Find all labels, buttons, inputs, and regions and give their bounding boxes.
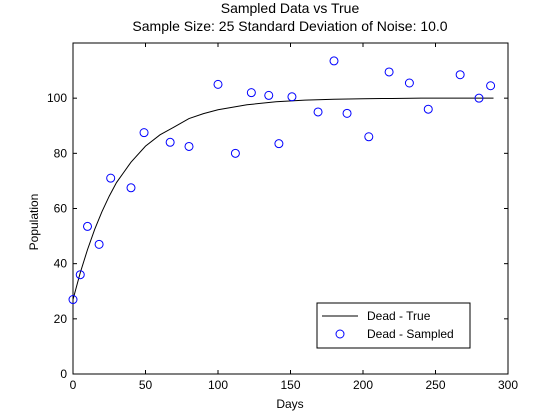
data-point-dead-sampled xyxy=(486,81,496,91)
data-point-dead-sampled xyxy=(213,79,223,89)
x-tick-label: 50 xyxy=(139,378,153,392)
x-tick-label: 100 xyxy=(208,378,228,392)
x-axis-ticks: 0 50 100 150 200 250 300 xyxy=(70,43,518,392)
y-axis-ticks: 0 20 40 60 80 100 xyxy=(47,91,508,381)
y-axis-label: Population xyxy=(27,194,41,251)
x-axis-label: Days xyxy=(276,397,303,411)
data-point-dead-sampled xyxy=(287,92,297,102)
x-tick-label: 300 xyxy=(498,378,518,392)
data-point-dead-sampled xyxy=(364,132,374,142)
data-point-dead-sampled xyxy=(184,141,194,151)
legend-marker-swatch xyxy=(335,329,345,339)
data-point-dead-sampled xyxy=(313,107,323,117)
data-point-dead-sampled xyxy=(106,173,116,183)
legend-label-sampled: Dead - Sampled xyxy=(367,327,454,341)
data-point-dead-sampled xyxy=(139,128,149,138)
y-tick-label: 100 xyxy=(47,91,67,105)
data-point-dead-sampled xyxy=(455,70,465,80)
data-point-dead-sampled xyxy=(94,239,104,249)
legend-box xyxy=(316,302,471,349)
data-point-dead-sampled xyxy=(230,148,240,158)
x-tick-label: 0 xyxy=(70,378,77,392)
data-point-dead-sampled xyxy=(75,270,85,280)
y-tick-label: 40 xyxy=(54,257,68,271)
legend: Dead - True Dead - Sampled xyxy=(316,302,471,349)
data-point-dead-sampled xyxy=(264,90,274,100)
series-layer xyxy=(68,56,496,305)
y-tick-label: 0 xyxy=(60,367,67,381)
series-line-dead-true xyxy=(72,97,494,300)
data-point-dead-sampled xyxy=(342,108,352,118)
x-tick-label: 200 xyxy=(353,378,373,392)
chart-subtitle: Sample Size: 25 Standard Deviation of No… xyxy=(132,18,447,34)
data-point-dead-sampled xyxy=(246,88,256,98)
data-point-dead-sampled xyxy=(68,295,78,305)
x-tick-label: 150 xyxy=(280,378,300,392)
chart-title: Sampled Data vs True xyxy=(221,0,360,16)
data-point-dead-sampled xyxy=(329,56,339,66)
data-point-dead-sampled xyxy=(165,137,175,147)
data-point-dead-sampled xyxy=(404,78,414,88)
data-point-dead-sampled xyxy=(274,139,284,149)
data-point-dead-sampled xyxy=(126,183,136,193)
y-tick-label: 60 xyxy=(54,202,68,216)
data-point-dead-sampled xyxy=(474,93,484,103)
y-tick-label: 80 xyxy=(54,146,68,160)
legend-label-true: Dead - True xyxy=(367,309,431,323)
x-tick-label: 250 xyxy=(425,378,445,392)
y-tick-label: 20 xyxy=(54,312,68,326)
data-point-dead-sampled xyxy=(423,104,433,114)
data-point-dead-sampled xyxy=(384,67,394,77)
data-point-dead-sampled xyxy=(83,221,92,231)
